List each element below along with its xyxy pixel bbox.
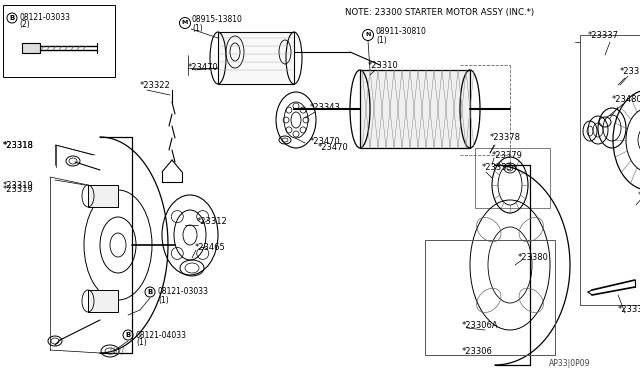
Bar bbox=[425, 240, 555, 355]
Text: (2): (2) bbox=[19, 20, 29, 29]
Text: (1): (1) bbox=[192, 23, 203, 32]
Text: 08121-03033: 08121-03033 bbox=[158, 288, 209, 296]
Text: *23319: *23319 bbox=[3, 180, 34, 189]
Bar bbox=[3, 5, 115, 77]
Text: *23338: *23338 bbox=[620, 67, 640, 77]
Bar bbox=[22, 43, 40, 53]
Bar bbox=[580, 35, 640, 305]
Text: 08121-03033: 08121-03033 bbox=[19, 13, 70, 22]
Bar bbox=[218, 32, 294, 84]
Bar bbox=[475, 148, 550, 208]
Text: *23322: *23322 bbox=[140, 80, 171, 90]
Text: *23318: *23318 bbox=[3, 141, 34, 150]
Text: *23306A: *23306A bbox=[462, 321, 499, 330]
Text: NOTE: 23300 STARTER MOTOR ASSY (INC.*): NOTE: 23300 STARTER MOTOR ASSY (INC.*) bbox=[345, 7, 534, 16]
Text: B: B bbox=[125, 332, 131, 338]
Text: *23470: *23470 bbox=[310, 138, 340, 147]
Text: B: B bbox=[147, 289, 152, 295]
Text: *23306: *23306 bbox=[462, 347, 493, 356]
Bar bbox=[88, 290, 118, 312]
Text: *23465: *23465 bbox=[195, 244, 226, 253]
Text: *23310: *23310 bbox=[368, 61, 399, 70]
Text: *23319: *23319 bbox=[3, 186, 34, 195]
Text: *23480: *23480 bbox=[612, 96, 640, 105]
Text: *23470: *23470 bbox=[318, 144, 349, 153]
Text: 08915-13810: 08915-13810 bbox=[192, 16, 243, 25]
Text: *23337A: *23337A bbox=[618, 305, 640, 314]
Text: *23333: *23333 bbox=[482, 164, 513, 173]
Text: M: M bbox=[182, 20, 188, 26]
Text: (1): (1) bbox=[158, 295, 169, 305]
Text: (1): (1) bbox=[136, 339, 147, 347]
Text: *23337: *23337 bbox=[588, 31, 619, 39]
Text: AP33|0P09: AP33|0P09 bbox=[548, 359, 590, 369]
Text: *23379: *23379 bbox=[492, 151, 523, 160]
Text: *23470: *23470 bbox=[188, 62, 219, 71]
Text: N: N bbox=[365, 32, 371, 38]
Text: *23378: *23378 bbox=[490, 134, 521, 142]
Text: *23318: *23318 bbox=[3, 141, 34, 150]
Text: (1): (1) bbox=[376, 35, 387, 45]
Bar bbox=[360, 70, 470, 148]
Text: 08911-30810: 08911-30810 bbox=[376, 28, 427, 36]
Text: 08121-04033: 08121-04033 bbox=[136, 330, 187, 340]
Text: *23312: *23312 bbox=[197, 218, 228, 227]
Text: *23321: *23321 bbox=[638, 190, 640, 199]
Text: B: B bbox=[10, 15, 15, 21]
Text: *23380: *23380 bbox=[518, 253, 549, 263]
Bar bbox=[88, 185, 118, 207]
Text: *23343: *23343 bbox=[310, 103, 341, 112]
